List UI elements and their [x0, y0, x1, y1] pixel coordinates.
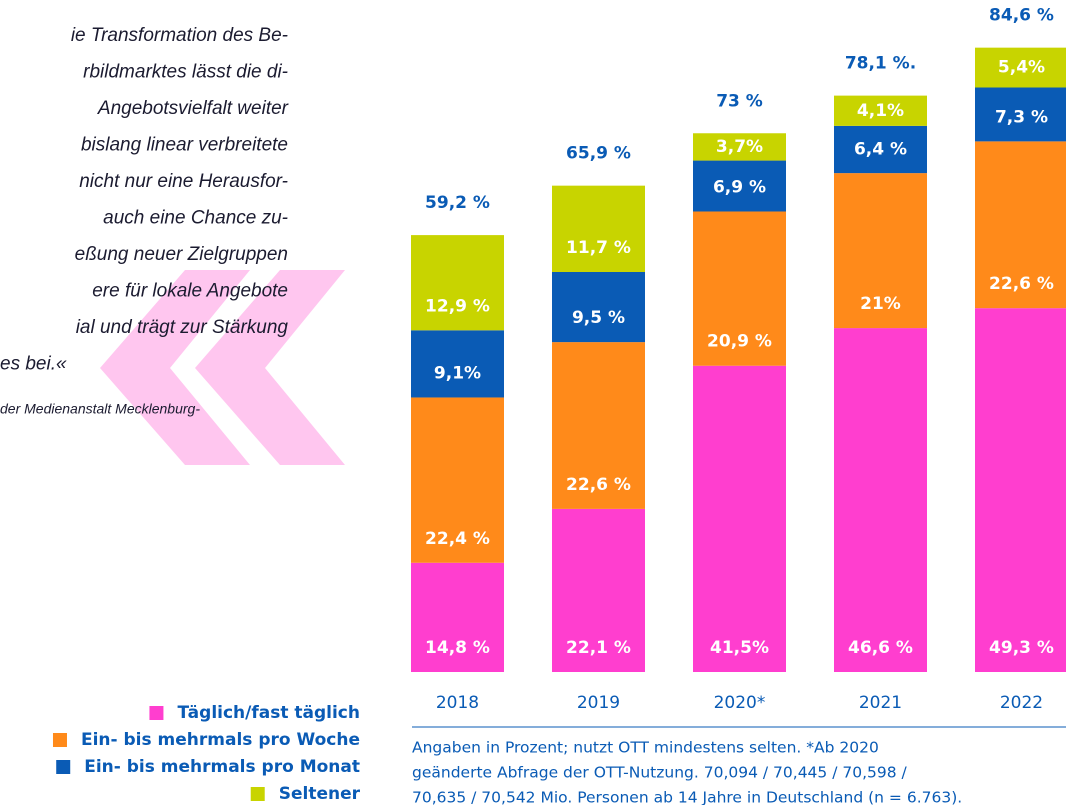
quote-line: eßung neuer Zielgruppen: [75, 244, 288, 265]
value-label: 6,4 %: [854, 139, 907, 159]
bar-segment: [975, 87, 1066, 142]
quote-line: Angebotsvielfalt weiter: [97, 98, 289, 119]
total-label: 78,1 %.: [845, 54, 916, 74]
quote-line: ere für lokale Angebote: [92, 281, 288, 302]
legend-swatch: [149, 706, 164, 720]
legend-swatch: [52, 733, 67, 747]
value-label: 46,6 %: [848, 638, 913, 658]
footnote: Angaben in Prozent; nutzt OTT mindestens…: [412, 739, 879, 757]
bar-segment: [693, 365, 786, 672]
value-label: 4,1%: [857, 101, 904, 121]
value-label: 49,3 %: [989, 638, 1054, 658]
bar-segment: [834, 125, 927, 174]
bar-segment: [693, 160, 786, 212]
bar-segment: [834, 328, 927, 672]
value-label: 22,6 %: [566, 475, 631, 495]
bar-segment: [552, 342, 645, 509]
legend-label: Täglich/fast täglich: [177, 703, 360, 723]
bar-segment: [552, 272, 645, 343]
value-label: 9,5 %: [572, 308, 625, 328]
bar-segment: [411, 235, 504, 331]
bar-segment: [411, 397, 504, 563]
bar-segment: [552, 185, 645, 273]
value-label: 7,3 %: [995, 107, 1048, 127]
legend-swatch: [56, 760, 71, 774]
value-label: 22,6 %: [989, 274, 1054, 294]
bar-segment: [411, 562, 504, 672]
value-label: 9,1%: [434, 363, 481, 383]
bar-segment: [975, 308, 1066, 672]
total-label: 84,6 %: [989, 6, 1054, 26]
bar-segment: [411, 330, 504, 398]
value-label: 5,4%: [998, 58, 1045, 78]
legend-swatch: [250, 787, 265, 801]
bar-segment: [975, 47, 1066, 88]
quote-line: ie Transformation des Be-: [71, 25, 288, 46]
value-label: 20,9 %: [707, 332, 772, 352]
total-label: 73 %: [716, 91, 763, 111]
quote-line: es bei.«: [0, 354, 67, 375]
value-label: 22,1 %: [566, 638, 631, 658]
value-label: 22,4 %: [425, 529, 490, 549]
bar-segment: [834, 95, 927, 126]
footnote: 70,635 / 70,542 Mio. Personen ab 14 Jahr…: [412, 789, 962, 805]
quote-line: rbildmarktes lässt die di-: [83, 62, 288, 83]
bar-segment: [693, 211, 786, 366]
legend-label: Ein- bis mehrmals pro Woche: [81, 730, 360, 750]
value-label: 21%: [860, 294, 901, 314]
value-label: 41,5%: [710, 638, 769, 658]
quote-line: bislang linear verbreitete: [81, 135, 288, 156]
x-tick-label: 2021: [859, 693, 902, 713]
total-label: 59,2 %: [425, 193, 490, 213]
bar-segment: [552, 508, 645, 672]
x-tick-label: 2020*: [714, 693, 766, 713]
quote-mark: [195, 270, 345, 465]
bar-segment: [834, 173, 927, 329]
x-tick-label: 2019: [577, 693, 620, 713]
total-label: 65,9 %: [566, 144, 631, 164]
quote-source: der Medienanstalt Mecklenburg-: [0, 401, 200, 417]
value-label: 14,8 %: [425, 638, 490, 658]
legend-label: Seltener: [279, 784, 361, 804]
quote-line: auch eine Chance zu-: [103, 208, 288, 229]
value-label: 11,7 %: [566, 238, 631, 258]
bar-segment: [693, 133, 786, 161]
legend-label: Ein- bis mehrmals pro Monat: [84, 757, 360, 777]
value-label: 3,7%: [716, 137, 763, 157]
value-label: 6,9 %: [713, 177, 766, 197]
footnote: geänderte Abfrage der OTT-Nutzung. 70,09…: [412, 764, 908, 782]
quote-line: nicht nur eine Herausfor-: [79, 171, 288, 192]
x-tick-label: 2018: [436, 693, 479, 713]
bar-segment: [975, 141, 1066, 309]
quote-line: ial und trägt zur Stärkung: [76, 317, 289, 338]
value-label: 12,9 %: [425, 296, 490, 316]
x-tick-label: 2022: [1000, 693, 1043, 713]
quote-mark: [100, 270, 250, 465]
